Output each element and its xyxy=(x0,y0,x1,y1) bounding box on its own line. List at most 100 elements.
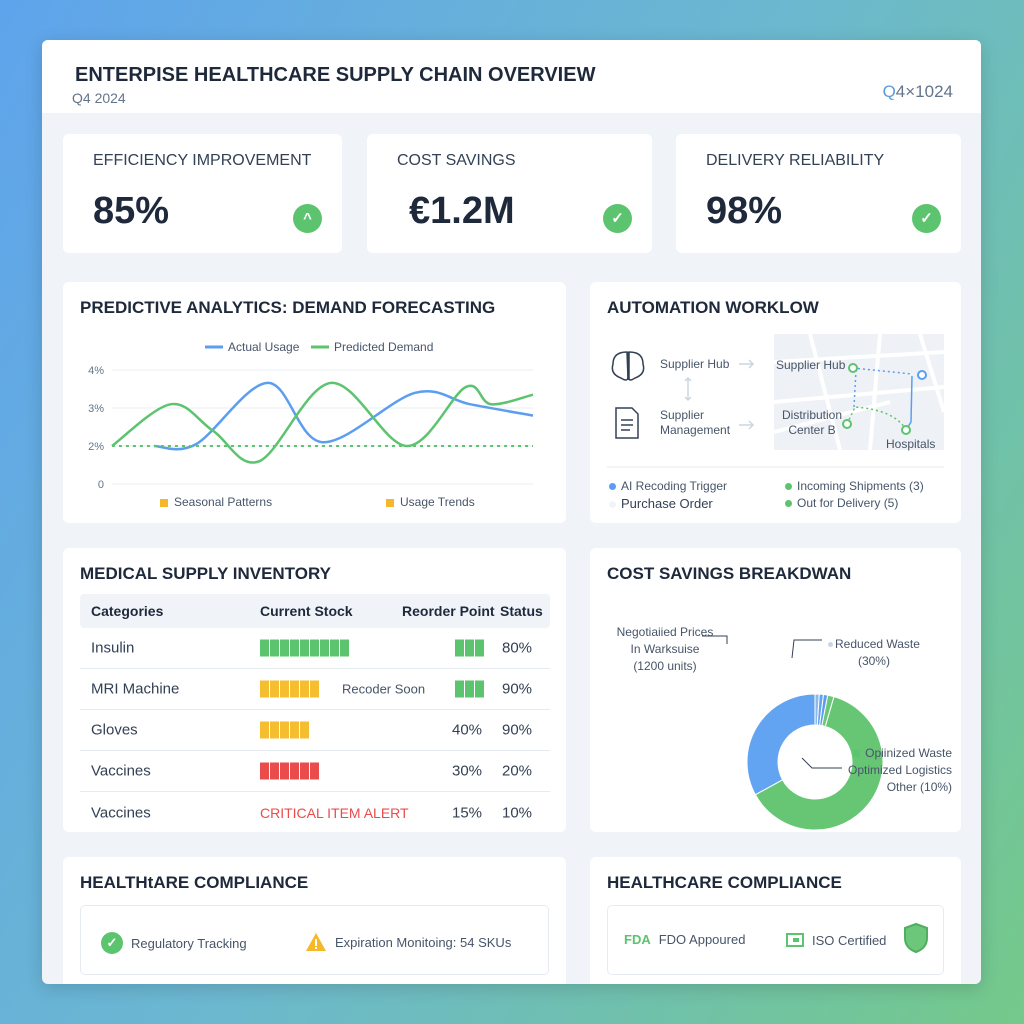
stock-bar xyxy=(260,680,319,698)
version-rest: 4×1024 xyxy=(895,82,953,101)
item-label: Regulatory Tracking xyxy=(131,935,247,951)
step-label-line: Supplier xyxy=(660,408,705,422)
status-cell: 20% xyxy=(502,762,533,780)
kpi-card-delivery: DELIVERY RELIABILITY 98% ✓ xyxy=(676,134,961,253)
forecast-card: PREDICTIVE ANALYTICS: DEMAND FORECASTING… xyxy=(63,282,566,523)
certificate-icon xyxy=(786,933,804,947)
label-line: Reduced Waste xyxy=(835,637,920,651)
reorder-bar xyxy=(455,639,484,657)
step-supplier-management: Supplier Management xyxy=(660,408,730,438)
legend-label: Incoming Shipments (3) xyxy=(797,479,924,493)
y-tick-label: 2% xyxy=(88,441,104,453)
reorder-cell: 40% xyxy=(452,721,483,739)
arrow-icon xyxy=(684,359,755,430)
leader-line xyxy=(791,639,822,659)
kpi-card-efficiency: EFFICIENCY IMPROVEMENT 85% ^ xyxy=(63,134,342,253)
document-icon xyxy=(615,407,639,439)
status-cell: 80% xyxy=(502,639,533,657)
label-line: Other (10%) xyxy=(886,780,953,794)
legend-label: Actual Usage xyxy=(228,340,300,354)
status-cell: 90% xyxy=(502,680,533,698)
version-label: Q4×1024 xyxy=(883,82,953,102)
table-row: Vaccines 30% 20% xyxy=(80,751,550,792)
inventory-card: MEDICAL SUPPLY INVENTORY Categories Curr… xyxy=(63,548,566,832)
dashboard: ENTERPISE HEALTHCARE SUPPLY CHAIN OVERVI… xyxy=(42,40,981,984)
legend-swatch xyxy=(160,498,168,507)
table-row: MRI Machine Recoder Soon 90% xyxy=(80,669,550,710)
legend-swatch xyxy=(386,498,394,507)
card-title: PREDICTIVE ANALYTICS: DEMAND FORECASTING xyxy=(80,298,496,317)
compliance-card-2: HEALTHCARE COMPLIANCE FDA FDO Appoured IS… xyxy=(590,857,961,984)
legend-dot xyxy=(609,501,616,509)
iso-certified: ISO Certified xyxy=(786,932,886,948)
donut-chart xyxy=(702,635,884,831)
card-title: HEALTHtARE COMPLIANCE xyxy=(80,873,309,892)
stock-bar xyxy=(260,721,309,739)
legend-purchase-order: Purchase Order xyxy=(609,496,713,511)
status-cell: 90% xyxy=(502,721,533,739)
card-title: MEDICAL SUPPLY INVENTORY xyxy=(80,564,331,583)
status-cell: 10% xyxy=(502,804,533,821)
compliance-panel: FDA FDO Appoured ISO Certified xyxy=(607,905,944,975)
category-cell: Gloves xyxy=(91,721,138,739)
map-label-hub: Supplier Hub xyxy=(776,358,846,372)
category-cell: Vaccines xyxy=(91,762,151,780)
label-line: Negotiaiied Prices xyxy=(616,625,714,639)
kpi-value: 85% xyxy=(93,190,170,232)
legend-usage-trends: Usage Trends xyxy=(386,495,475,509)
legend-label: AI Recoding Trigger xyxy=(621,479,728,493)
kpi-label: EFFICIENCY IMPROVEMENT xyxy=(93,152,312,169)
legend-dot xyxy=(785,500,792,508)
regulatory-tracking: ✓ Regulatory Tracking xyxy=(101,932,247,954)
category-cell: Vaccines xyxy=(91,804,151,821)
compliance-card: HEALTHtARE COMPLIANCE ✓ Regulatory Tracki… xyxy=(63,857,566,984)
leader-line xyxy=(801,757,842,769)
workflow-card: AUTOMATION WORKLOW Supplier Hub Supplier… xyxy=(590,282,961,523)
item-label: ISO Certified xyxy=(812,932,887,948)
card-title: COST SAVINGS BREAKDWAN xyxy=(607,564,852,583)
expiration-monitoring: Expiration Monitoing: 54 SKUs xyxy=(305,932,511,952)
label-line: Optimized Logistics xyxy=(848,763,953,777)
line-chart: 4% 3% 2% 0 Actual Usage Predicted Demand xyxy=(88,340,534,491)
table-row: Vaccines CRITICAL ITEM ALERT 15% 10% xyxy=(80,792,550,833)
reorder-bar xyxy=(455,680,484,698)
legend-label: Usage Trends xyxy=(400,495,475,509)
table-header: Categories Current Stock Reorder Point S… xyxy=(80,594,550,628)
category-cell: Insulin xyxy=(91,639,135,657)
kpi-label: COST SAVINGS xyxy=(397,152,516,169)
map-label-distribution: Distribution Center B xyxy=(782,408,842,438)
inventory-table: Categories Current Stock Reorder Point S… xyxy=(80,594,550,833)
legend-out-for-delivery: Out for Delivery (5) xyxy=(785,496,898,510)
fda-logo: FDA xyxy=(624,932,651,947)
shield-icon xyxy=(904,922,928,954)
version-prefix: Q xyxy=(882,82,896,101)
check-circle-icon: ✓ xyxy=(101,932,123,954)
label-line: In Warksuise xyxy=(630,642,700,656)
legend-dot xyxy=(785,483,792,491)
series-line-1 xyxy=(111,381,534,464)
map-label-line: Center B xyxy=(788,423,836,437)
leader-line xyxy=(702,635,728,644)
table-row: Gloves 40% 90% xyxy=(80,710,550,751)
reorder-cell: 15% xyxy=(452,804,483,821)
map-label-line: Distribution xyxy=(782,408,843,422)
compliance-panel: ✓ Regulatory Tracking Expiration Monitoin… xyxy=(80,905,549,975)
item-label: FDO Appoured xyxy=(658,932,746,947)
chevron-up-icon: ^ xyxy=(293,204,322,233)
legend-dot xyxy=(609,483,616,491)
card-title: HEALTHCARE COMPLIANCE xyxy=(607,873,842,892)
step-supplier-hub: Supplier Hub xyxy=(660,357,730,371)
workflow-diagram xyxy=(607,333,946,468)
fda-approved: FDA FDO Appoured xyxy=(624,932,745,947)
legend-label: Seasonal Patterns xyxy=(174,495,273,509)
label-optimized: Opiinized Waste Optimized Logistics Other … xyxy=(848,745,952,796)
label-line: Opiinized Waste xyxy=(865,746,953,760)
card-title: AUTOMATION WORKLOW xyxy=(607,298,819,317)
y-tick-label: 0 xyxy=(98,479,104,491)
column-header: Reorder Point xyxy=(402,603,495,619)
check-icon: ✓ xyxy=(912,204,941,233)
stock-bar xyxy=(260,762,319,780)
column-header: Categories xyxy=(91,603,164,619)
category-cell: MRI Machine xyxy=(91,680,180,698)
legend-incoming: Incoming Shipments (3) xyxy=(785,479,924,493)
